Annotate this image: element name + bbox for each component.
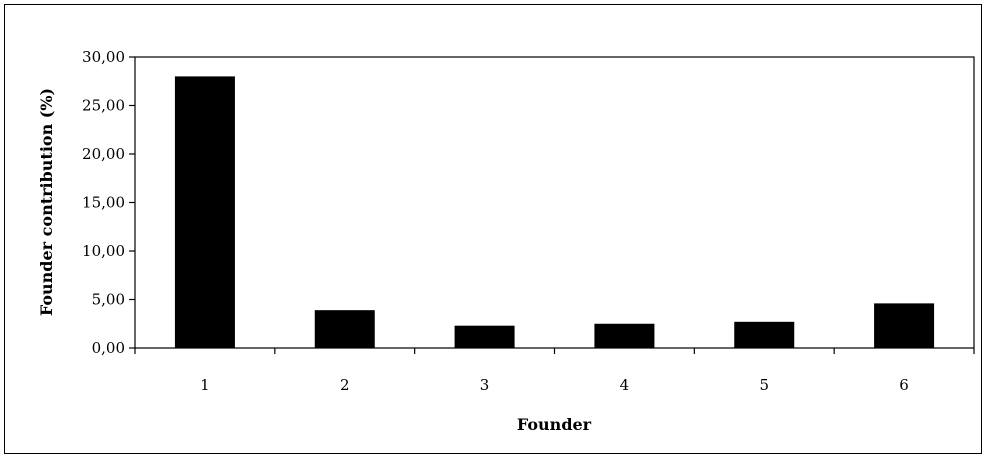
x-tick-label: 1	[200, 376, 210, 394]
bar-founder-3	[454, 325, 515, 348]
y-axis-ticks: 0,00 5,00 10,00 15,00 20,00 25,00 30,00	[82, 48, 135, 357]
y-tick-label: 5,00	[92, 291, 125, 309]
y-tick-label: 30,00	[82, 48, 125, 66]
bar-founder-5	[734, 321, 795, 348]
x-tick-label: 5	[759, 376, 769, 394]
plot-area	[134, 56, 975, 349]
bar-founder-2	[314, 310, 375, 348]
y-tick-label: 20,00	[82, 145, 125, 163]
y-tick-label: 10,00	[82, 242, 125, 260]
y-tick-label: 25,00	[82, 97, 125, 115]
x-axis-title: Founder	[517, 415, 592, 434]
y-axis-title: Founder contribution (%)	[37, 88, 56, 316]
x-tick-label: 2	[340, 376, 350, 394]
x-tick-label: 6	[899, 376, 909, 394]
x-axis-ticks: 1 2 3 4 5 6	[134, 348, 975, 394]
bar-founder-6	[874, 303, 935, 348]
y-tick-label: 0,00	[92, 339, 125, 357]
bars-group	[174, 76, 935, 349]
x-tick-label: 3	[480, 376, 490, 394]
y-tick-label: 15,00	[82, 194, 125, 212]
bar-founder-1	[174, 76, 235, 349]
bar-founder-4	[594, 323, 655, 348]
x-tick-label: 4	[620, 376, 630, 394]
